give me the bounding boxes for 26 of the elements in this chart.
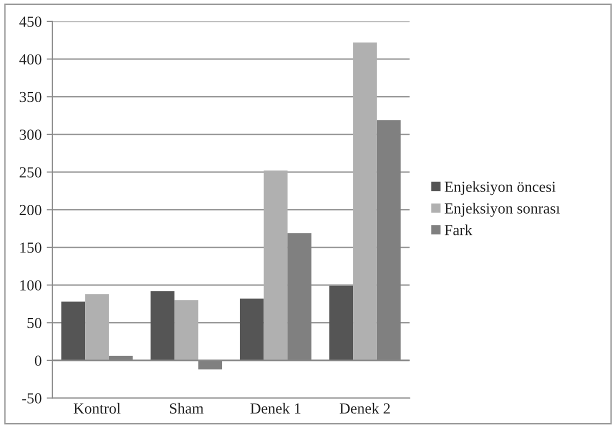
x-tick-label: Denek 2: [340, 402, 390, 414]
y-tick-label: 100: [20, 280, 42, 290]
y-tick-label: 400: [19, 54, 42, 65]
y-tick-label: 300: [20, 130, 42, 140]
x-tick-label: Kontrol: [74, 402, 120, 414]
bar: [85, 294, 109, 360]
legend-label: Fark: [444, 224, 472, 236]
y-tick-label: -50: [22, 393, 42, 404]
y-tick-label: 200: [20, 204, 42, 216]
y-tick-label: 150: [20, 242, 42, 253]
bar: [61, 302, 86, 360]
bar: [353, 42, 377, 360]
y-tick-label: 350: [20, 92, 42, 102]
bar: [264, 170, 288, 360]
bar: [174, 300, 198, 360]
legend-label: Enjeksiyon sonrası: [444, 202, 560, 217]
y-tick-label: 0: [34, 356, 42, 366]
bar: [329, 286, 354, 360]
x-tick-label: Sham: [170, 402, 204, 414]
bar: [150, 291, 174, 360]
legend-label: Enjeksiyon öncesi: [444, 181, 556, 196]
y-tick-label: 450: [19, 16, 42, 27]
x-tick-label: Denek 1: [250, 402, 300, 414]
bar: [240, 298, 264, 360]
y-tick-label: 250: [20, 167, 42, 178]
y-tick-label: 50: [28, 318, 42, 328]
